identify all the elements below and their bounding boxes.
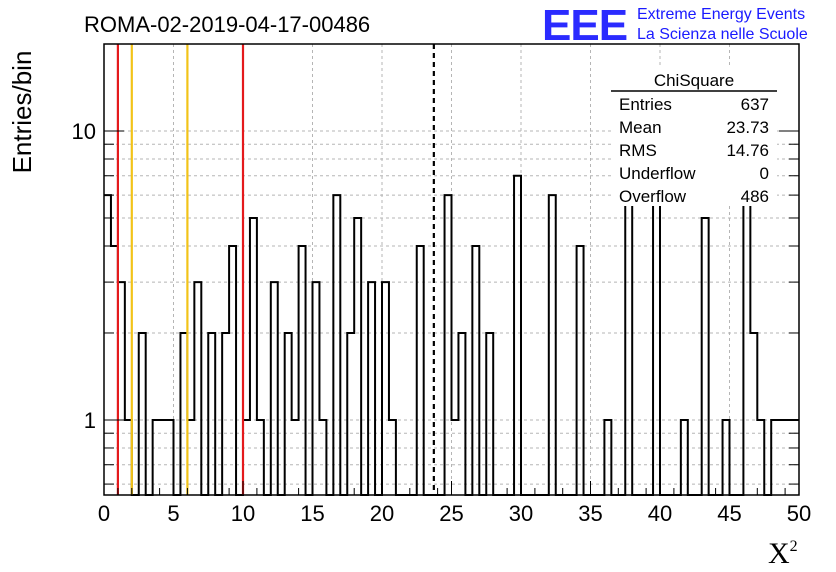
histogram-bin (229, 246, 236, 495)
x-tick-label: 20 (370, 501, 394, 526)
logo-mark: EEE (542, 1, 627, 50)
histogram-bin (271, 282, 278, 495)
y-axis-label: Entries/bin (7, 51, 37, 174)
x-tick-label: 15 (300, 501, 324, 526)
y-tick-label: 10 (72, 119, 96, 144)
x-tick-label: 10 (231, 501, 255, 526)
histogram-bin (486, 333, 493, 495)
x-tick-label: 40 (648, 501, 672, 526)
stats-label-overflow: Overflow (619, 187, 687, 206)
histogram-bin (514, 176, 521, 495)
x-axis-label: X2 (768, 537, 798, 570)
histogram-bin (458, 333, 465, 495)
histogram-bin (104, 195, 111, 495)
stats-box: ChiSquare Entries 637 Mean 23.73 RMS 14.… (611, 66, 777, 206)
histogram-bin (222, 333, 229, 495)
histogram-bin (313, 282, 320, 495)
histogram-bin (702, 218, 709, 495)
histogram-bin (250, 218, 257, 495)
histogram-bin (139, 333, 146, 495)
histogram-bin (750, 333, 757, 495)
eee-logo: EEE Extreme Energy Events La Scienza nel… (542, 1, 808, 50)
histogram-bin (417, 246, 424, 495)
histogram-bin (354, 218, 361, 495)
stats-label-mean: Mean (619, 118, 662, 137)
histogram-bin (382, 282, 389, 495)
stats-value-overflow: 486 (741, 187, 769, 206)
stats-title: ChiSquare (654, 71, 734, 90)
x-tick-label: 25 (439, 501, 463, 526)
stats-value-mean: 23.73 (726, 118, 769, 137)
stats-box-background (611, 66, 777, 206)
x-axis-label-base: X (768, 537, 790, 570)
x-tick-label: 50 (787, 501, 811, 526)
histogram-bin (299, 246, 306, 495)
marker-lines (116, 44, 435, 495)
x-tick-label: 45 (717, 501, 741, 526)
y-tick-labels: 1 10 (72, 119, 96, 433)
x-tick-label: 0 (98, 501, 110, 526)
logo-line1: Extreme Energy Events (637, 6, 805, 23)
x-tick-labels: 0 5 10 15 20 25 30 35 40 45 50 (98, 501, 811, 526)
histogram-bin (549, 195, 556, 495)
x-tick-label: 35 (578, 501, 602, 526)
x-tick-label: 5 (167, 501, 179, 526)
grid (104, 43, 799, 495)
x-tick-label: 30 (509, 501, 533, 526)
histogram-bin (285, 333, 292, 495)
histogram-bin (333, 195, 340, 495)
logo-line2: La Scienza nelle Scuole (637, 26, 808, 43)
histogram-bin (472, 246, 479, 495)
histogram-bin (445, 195, 452, 495)
stats-value-entries: 637 (741, 95, 769, 114)
stats-label-underflow: Underflow (619, 164, 696, 183)
histogram-bin (743, 159, 750, 495)
stats-label-entries: Entries (619, 95, 672, 114)
histogram-bin (194, 282, 201, 495)
chart-title: ROMA-02-2019-04-17-00486 (84, 12, 370, 37)
stats-value-underflow: 0 (760, 164, 769, 183)
histogram-bin (208, 333, 215, 495)
axis-ticks (103, 43, 800, 495)
histogram-bin (347, 333, 354, 495)
histogram-bin (368, 282, 375, 495)
x-axis-label-superscript: 2 (790, 538, 798, 555)
histogram-bin (577, 246, 584, 495)
stats-value-rms: 14.76 (726, 141, 769, 160)
y-tick-label: 1 (84, 408, 96, 433)
stats-label-rms: RMS (619, 141, 657, 160)
